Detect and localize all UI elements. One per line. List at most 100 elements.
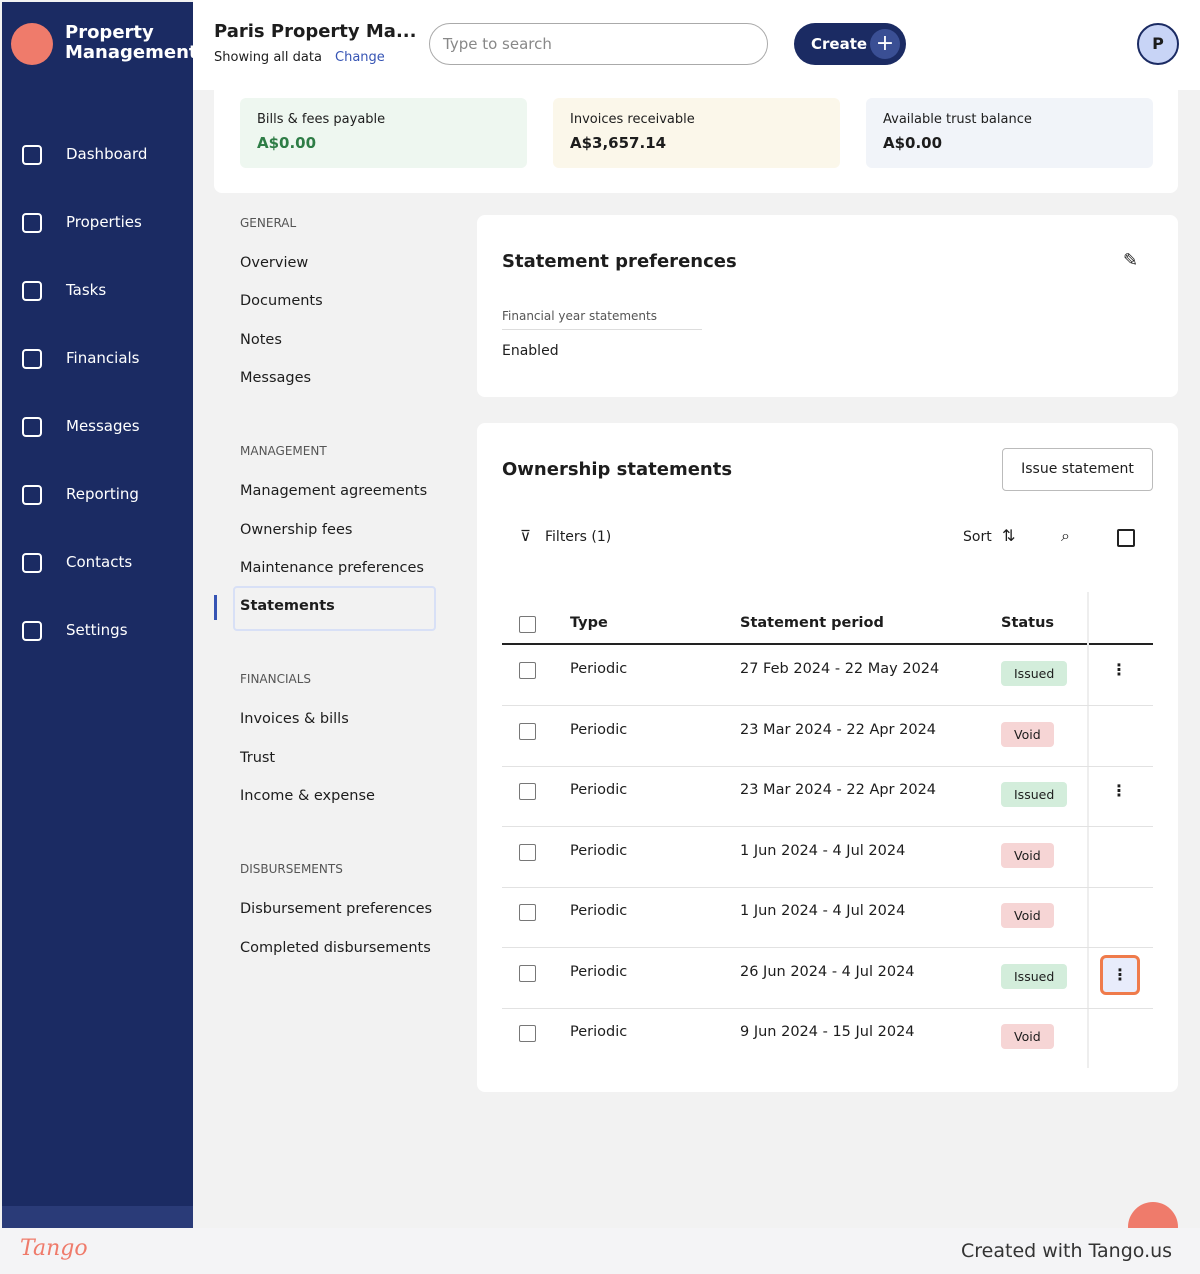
summary-card xyxy=(553,98,840,168)
nav-icon xyxy=(22,281,42,301)
edit-icon[interactable]: ✎ xyxy=(1123,250,1139,271)
brand-line2: Management xyxy=(65,42,198,63)
side-nav-item[interactable]: Notes xyxy=(240,331,282,348)
footer xyxy=(0,1228,1200,1274)
section-heading: DISBURSEMENTS xyxy=(240,862,343,877)
side-nav-item[interactable]: Statements xyxy=(240,598,335,615)
side-nav-item[interactable]: Documents xyxy=(240,293,323,310)
row-period: 27 Feb 2024 - 22 May 2024 xyxy=(740,661,940,677)
row-menu[interactable]: ⋮ xyxy=(1111,660,1127,679)
nav-icon xyxy=(22,145,42,165)
logo xyxy=(11,23,53,65)
side-nav-item[interactable]: Completed disbursements xyxy=(240,939,431,956)
sort[interactable]: Sort xyxy=(963,529,992,545)
row-checkbox[interactable] xyxy=(519,662,536,679)
nav-item[interactable]: Contacts xyxy=(66,553,133,571)
row-menu[interactable]: ⋮ xyxy=(1100,954,1140,995)
summary-value: A$0.00 xyxy=(257,134,317,152)
side-nav-item[interactable]: Ownership fees xyxy=(240,521,353,538)
search-icon[interactable]: ⌕ xyxy=(1061,526,1070,545)
summary-label: Invoices receivable xyxy=(570,112,695,127)
status-badge: Void xyxy=(1001,903,1054,928)
footer-brand: Tango xyxy=(20,1236,88,1261)
row-period: 1 Jun 2024 - 4 Jul 2024 xyxy=(740,842,906,859)
avatar[interactable]: P xyxy=(1137,23,1179,65)
header-rule xyxy=(502,643,1153,645)
nav-icon xyxy=(22,621,42,641)
summary-card xyxy=(866,98,1153,168)
pref-title: Statement preferences xyxy=(502,251,737,272)
summary-value: A$0.00 xyxy=(883,134,943,152)
filter-icon: ⊽ xyxy=(520,527,531,545)
side-nav-item[interactable]: Income & expense xyxy=(240,788,375,804)
row-period: 1 Jun 2024 - 4 Jul 2024 xyxy=(740,903,906,919)
side-nav-item[interactable]: Disbursement preferences xyxy=(240,901,433,918)
search[interactable] xyxy=(429,23,768,65)
row-checkbox[interactable] xyxy=(519,904,536,921)
columns-icon[interactable] xyxy=(1117,529,1135,547)
row-type: Periodic xyxy=(570,963,628,980)
section-heading: MANAGEMENT xyxy=(240,444,327,459)
row-menu[interactable]: ⋮ xyxy=(1111,781,1127,800)
row-checkbox[interactable] xyxy=(519,783,536,800)
header-subtitle: Showing all data xyxy=(214,50,322,65)
status-badge: Issued xyxy=(1001,782,1068,807)
row-divider xyxy=(502,826,1153,827)
create-label: Create xyxy=(811,35,868,53)
side-nav-item[interactable]: Maintenance preferences xyxy=(240,559,424,576)
sidebar xyxy=(2,2,193,1228)
column-header[interactable]: Status xyxy=(1001,615,1055,631)
summary-value: A$3,657.14 xyxy=(570,134,667,152)
nav-icon xyxy=(22,213,42,233)
row-type: Periodic xyxy=(570,1024,628,1040)
nav-item[interactable]: Dashboard xyxy=(66,145,148,163)
row-type: Periodic xyxy=(570,721,628,738)
status-badge: Void xyxy=(1001,1024,1054,1049)
row-divider xyxy=(502,947,1153,948)
side-nav-item[interactable]: Management agreements xyxy=(240,483,428,500)
column-header[interactable]: Statement period xyxy=(740,615,884,631)
status-badge: Void xyxy=(1001,842,1054,868)
nav-item[interactable]: Settings xyxy=(66,621,128,639)
nav-item[interactable]: Properties xyxy=(66,213,142,231)
side-nav-item[interactable]: Messages xyxy=(240,369,312,386)
row-checkbox[interactable] xyxy=(519,843,536,861)
column-header[interactable]: Type xyxy=(570,615,608,631)
nav-icon xyxy=(22,553,42,573)
nav-item[interactable]: Messages xyxy=(66,417,140,435)
side-nav-item[interactable]: Overview xyxy=(240,255,309,271)
sidebar-bottom xyxy=(2,1206,193,1228)
change-link[interactable]: Change xyxy=(335,50,385,65)
row-checkbox[interactable] xyxy=(519,964,536,982)
row-checkbox[interactable] xyxy=(519,722,536,740)
side-nav-item[interactable]: Invoices & bills xyxy=(240,711,349,728)
row-divider xyxy=(502,1007,1153,1009)
status-badge: Issued xyxy=(1001,661,1068,686)
summary-card xyxy=(240,98,527,168)
row-period: 26 Jun 2024 - 4 Jul 2024 xyxy=(740,963,915,980)
brand-line1: Property xyxy=(65,22,154,43)
sticky-divider xyxy=(1087,592,1089,1068)
header-checkbox[interactable] xyxy=(519,616,536,633)
statements-card xyxy=(477,423,1178,1092)
filters[interactable]: Filters (1) xyxy=(545,529,612,545)
row-period: 9 Jun 2024 - 15 Jul 2024 xyxy=(740,1024,915,1040)
section-heading: FINANCIALS xyxy=(240,672,312,687)
header-title: Paris Property Ma... xyxy=(214,21,417,42)
row-type: Periodic xyxy=(570,842,628,859)
create-plus: + xyxy=(870,29,900,59)
side-nav-item[interactable]: Trust xyxy=(240,749,276,766)
pref-field-label: Financial year statements xyxy=(502,309,657,323)
issue-button[interactable]: Issue statement xyxy=(1002,448,1153,491)
nav-item[interactable]: Financials xyxy=(66,349,140,367)
section-heading: GENERAL xyxy=(240,216,297,230)
row-divider xyxy=(502,705,1153,706)
nav-item[interactable]: Reporting xyxy=(66,485,139,503)
sort-icon: ⇅ xyxy=(1002,526,1016,545)
nav-item[interactable]: Tasks xyxy=(66,281,107,299)
summary-label: Bills & fees payable xyxy=(257,112,386,127)
row-checkbox[interactable] xyxy=(519,1025,536,1042)
row-period: 23 Mar 2024 - 22 Apr 2024 xyxy=(740,782,937,798)
search-placeholder: Type to search xyxy=(443,35,552,53)
